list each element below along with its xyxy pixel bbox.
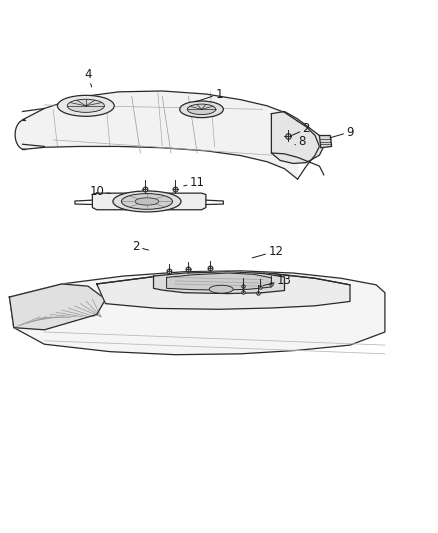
Text: 13: 13 xyxy=(263,274,292,287)
Ellipse shape xyxy=(113,191,181,212)
Polygon shape xyxy=(153,272,285,294)
Text: 2: 2 xyxy=(290,123,310,136)
Text: 9: 9 xyxy=(330,126,354,139)
Text: 4: 4 xyxy=(84,68,92,87)
Text: 10: 10 xyxy=(89,185,111,198)
Text: 1: 1 xyxy=(195,87,223,102)
Polygon shape xyxy=(272,111,324,164)
Ellipse shape xyxy=(135,198,159,205)
Ellipse shape xyxy=(67,99,104,112)
Ellipse shape xyxy=(121,193,173,209)
Text: 12: 12 xyxy=(252,245,283,258)
Ellipse shape xyxy=(57,95,114,116)
Polygon shape xyxy=(10,284,106,330)
Polygon shape xyxy=(97,272,350,309)
Text: 8: 8 xyxy=(295,135,306,148)
Ellipse shape xyxy=(180,101,223,118)
Polygon shape xyxy=(15,91,297,179)
Ellipse shape xyxy=(209,285,233,293)
Text: 11: 11 xyxy=(184,176,205,189)
Polygon shape xyxy=(319,135,332,148)
Polygon shape xyxy=(92,193,206,210)
Polygon shape xyxy=(10,271,385,354)
Text: 2: 2 xyxy=(132,240,148,253)
Ellipse shape xyxy=(187,104,216,115)
Polygon shape xyxy=(166,273,272,290)
